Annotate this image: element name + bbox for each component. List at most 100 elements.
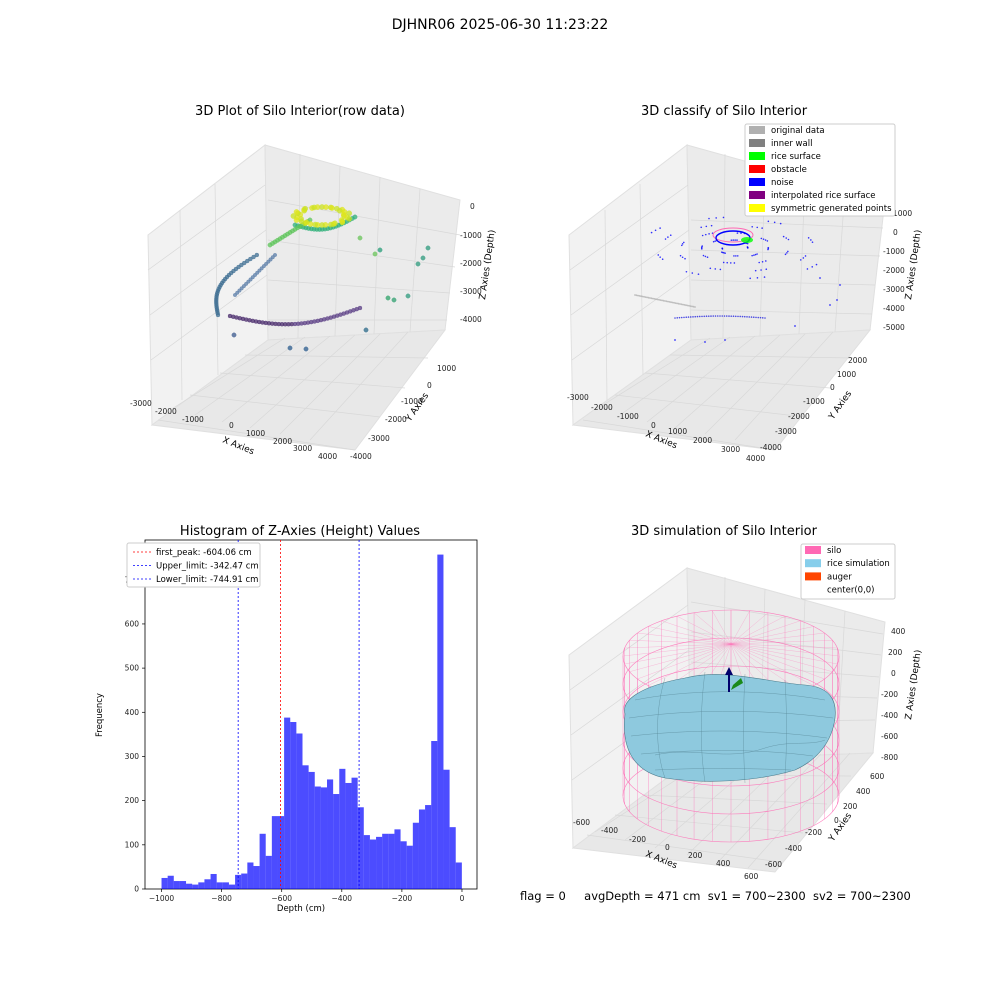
classify-point — [649, 297, 651, 299]
classify-point — [701, 234, 704, 237]
histogram-chart: −1000 −800 −600 −400 −200 0 0 100 200 300 400 500 6… — [95, 539, 478, 914]
classify-point — [714, 268, 717, 270]
simulation-xticks: -600 -400 -200 0 200 400 600 — [573, 818, 759, 881]
histogram-bar — [161, 877, 168, 889]
classify-3d-plot: -3000 -2000 -1000 0 1000 2000 3000 4000 … — [567, 123, 924, 463]
histogram-bar — [431, 741, 438, 889]
classify-legend-label: noise — [771, 178, 794, 188]
silo-roof-line — [730, 626, 814, 645]
classify-point — [728, 315, 730, 317]
classify-ztick: -1000 — [883, 247, 905, 256]
histogram-bar — [443, 769, 450, 889]
classify-point — [679, 303, 681, 305]
classify-point — [667, 236, 669, 238]
classify-point — [680, 316, 683, 319]
classify-point — [734, 239, 736, 241]
classify-point — [767, 246, 770, 249]
classify-point — [748, 316, 751, 318]
silo-roof-line — [648, 643, 732, 686]
histogram-bar — [228, 884, 236, 889]
auger-blade — [731, 678, 743, 690]
classify-point — [773, 221, 776, 224]
classify-point — [762, 238, 765, 240]
classify-point — [702, 254, 705, 257]
silo-roof-line — [693, 612, 732, 645]
raw-ytick: -3000 — [368, 434, 390, 443]
classify-point — [719, 268, 722, 271]
classify-point — [757, 316, 760, 319]
classify-point — [726, 261, 729, 264]
raw-point — [346, 210, 352, 216]
raw-point — [377, 247, 383, 253]
classify-ztick: 1000 — [893, 209, 912, 218]
classify-point — [653, 298, 656, 300]
classify-point — [761, 260, 764, 263]
silo-roof-line — [637, 632, 732, 645]
classify-point — [760, 237, 763, 240]
classify-point — [722, 216, 725, 219]
classify-legend-swatch — [749, 178, 765, 186]
classify-point — [746, 246, 749, 248]
classify-point — [765, 260, 767, 262]
raw-point — [293, 209, 300, 215]
classify-legend-swatch — [749, 126, 765, 134]
simulation-legend-label: auger — [827, 572, 852, 582]
auger-marker — [725, 667, 743, 692]
classify-point — [705, 315, 708, 318]
simulation-xtick: 600 — [744, 872, 759, 881]
simulation-legend-swatch — [805, 559, 821, 568]
simulation-legend-swatch — [805, 572, 821, 581]
avg-depth-value: avgDepth = 471 cm — [584, 889, 701, 903]
classify-legend-label: symmetric generated points — [771, 204, 892, 214]
silo-roof-line — [730, 640, 833, 645]
classify-point — [708, 217, 710, 220]
histogram-bar — [400, 841, 407, 889]
raw-point — [391, 297, 397, 303]
classify-point — [661, 299, 663, 302]
simulation-ytick: 400 — [856, 787, 871, 796]
histogram-legend-label: Upper_limit: -342.47 cm — [156, 562, 259, 572]
classify-point — [650, 231, 653, 234]
classify-point — [664, 238, 667, 240]
silo-roof-line — [730, 620, 801, 645]
histogram-bar — [167, 875, 174, 889]
classify-floor-pane — [571, 329, 872, 451]
histogram-bar — [265, 855, 272, 889]
raw-ytick: 0 — [427, 381, 432, 390]
classify-point — [679, 254, 682, 257]
classify-point — [706, 256, 709, 259]
simulation-ytick: -200 — [805, 828, 822, 837]
raw-point — [329, 205, 335, 211]
classify-ytick: -2000 — [788, 412, 810, 421]
raw-ztick: 0 — [470, 202, 475, 211]
classify-point — [685, 316, 688, 319]
classify-grid — [569, 153, 884, 451]
classify-point — [668, 301, 671, 303]
histogram-bar — [351, 777, 358, 889]
raw-xtick: -3000 — [130, 399, 152, 408]
histogram-ytick-label: 100 — [125, 840, 140, 849]
classify-legend: original data inner wall rice surface obsta… — [744, 123, 896, 217]
simulation-ztick: 0 — [891, 669, 896, 678]
classify-ztick: -5000 — [883, 323, 905, 332]
classify-point — [746, 316, 748, 318]
classify-point — [736, 239, 738, 241]
raw-ytick: -4000 — [350, 452, 372, 461]
histogram-bar — [388, 833, 395, 889]
classify-point — [764, 239, 767, 241]
histogram-bar — [241, 873, 248, 889]
sv1-value: sv1 = 700~2300 — [707, 889, 806, 903]
classify-point — [647, 296, 650, 299]
raw-ztick: -4000 — [460, 315, 482, 324]
simulation-zticks: 400 200 0 -200 -400 -600 -800 — [881, 627, 906, 762]
histogram-bar — [314, 786, 321, 889]
classify-point — [724, 252, 726, 254]
classify-point — [758, 261, 760, 264]
histogram-bar — [284, 717, 291, 889]
classify-point — [689, 305, 692, 307]
histogram-legend-label: Lower_limit: -744.91 cm — [156, 575, 258, 585]
classify-point — [682, 241, 685, 244]
classify-point — [784, 253, 787, 256]
classify-point — [644, 296, 647, 298]
classify-point — [655, 298, 657, 301]
